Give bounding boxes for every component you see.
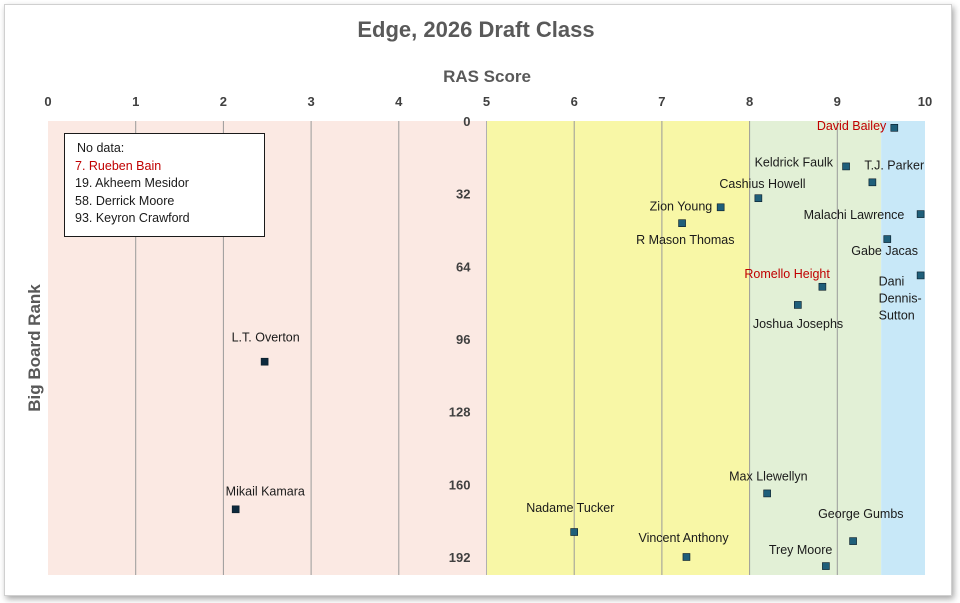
- labels-layer: David Bailey Keldrick Faulk T.J. Parker Cas…: [226, 119, 924, 557]
- x-tick-label: 10: [918, 94, 932, 109]
- data-label: Gabe Jacas: [851, 244, 918, 258]
- x-tick-label: 2: [220, 94, 227, 109]
- x-tick-label: 9: [834, 94, 841, 109]
- y-tick-label: 192: [449, 550, 471, 565]
- no-data-annotation: No data: 7. Rueben Bain 19. Akheem Mesid…: [64, 133, 265, 237]
- data-label: R Mason Thomas: [636, 233, 734, 247]
- data-point: [868, 178, 877, 187]
- data-label: Mikail Kamara: [226, 484, 305, 498]
- data-point: [842, 162, 850, 171]
- x-tick-label: 1: [132, 94, 139, 109]
- data-label: T.J. Parker: [864, 158, 924, 172]
- data-label: Nadame Tucker: [526, 501, 614, 515]
- data-point: [678, 219, 686, 227]
- x-tick-label: 8: [746, 94, 753, 109]
- x-tick-label: 3: [307, 94, 314, 109]
- data-point: [916, 271, 925, 280]
- data-point: [682, 553, 691, 561]
- data-point: [916, 210, 925, 218]
- data-label: Joshua Josephs: [753, 317, 843, 331]
- x-tick-label: 5: [483, 94, 490, 109]
- data-point: [260, 357, 269, 366]
- data-point: [883, 235, 892, 243]
- data-label: Dani Dennis-Sutton: [879, 274, 922, 322]
- y-tick-label: 128: [449, 405, 471, 420]
- annotation-item: 93. Keyron Crawford: [75, 211, 190, 225]
- points-layer: [231, 124, 925, 570]
- x-tick-label: 0: [44, 94, 51, 109]
- data-label: Cashius Howell: [719, 177, 805, 191]
- x-axis-title: RAS Score: [443, 67, 531, 86]
- data-point: [231, 505, 240, 514]
- data-point: [890, 124, 899, 132]
- data-point: [818, 282, 827, 291]
- data-label: L.T. Overton: [232, 331, 300, 345]
- data-label: David Bailey: [817, 119, 887, 133]
- y-tick-label: 32: [456, 187, 470, 202]
- data-point: [822, 562, 830, 570]
- data-label: Keldrick Faulk: [755, 155, 834, 169]
- y-tick-label: 96: [456, 332, 470, 347]
- data-point: [794, 301, 802, 309]
- zone-band: [749, 121, 882, 575]
- annotation-item: 19. Akheem Mesidor: [75, 176, 189, 190]
- x-tick-label: 7: [658, 94, 665, 109]
- zone-band: [486, 121, 750, 575]
- chart-title: Edge, 2026 Draft Class: [357, 17, 594, 42]
- annotation-item: 58. Derrick Moore: [75, 193, 175, 208]
- data-point: [716, 203, 725, 212]
- data-label: Zion Young: [650, 199, 713, 213]
- y-tick-label: 160: [449, 477, 471, 492]
- data-point: [570, 528, 579, 536]
- annotation-heading: No data:: [77, 141, 125, 155]
- annotation-item: 7. Rueben Bain: [75, 158, 162, 173]
- y-ticks-layer: 0 32 64 96 128 160 192: [449, 114, 471, 565]
- x-tick-label: 6: [571, 94, 578, 109]
- y-axis-title: Big Board Rank: [25, 284, 44, 412]
- data-point: [754, 194, 763, 203]
- data-point: [849, 537, 857, 545]
- data-label: George Gumbs: [818, 507, 903, 521]
- data-label: Max Llewellyn: [729, 469, 808, 483]
- data-label: Vincent Anthony: [638, 531, 729, 545]
- zone-band: [881, 121, 925, 575]
- data-label: Trey Moore: [769, 543, 832, 557]
- y-tick-label: 64: [456, 259, 471, 274]
- data-point: [763, 489, 771, 498]
- data-label: Malachi Lawrence: [804, 208, 905, 222]
- x-ticks-layer: 0 1 2 3 4 5 6 7 8 9 10: [44, 94, 932, 109]
- data-label: Romello Height: [744, 267, 830, 281]
- y-tick-label: 0: [463, 114, 470, 129]
- x-tick-label: 4: [395, 94, 403, 109]
